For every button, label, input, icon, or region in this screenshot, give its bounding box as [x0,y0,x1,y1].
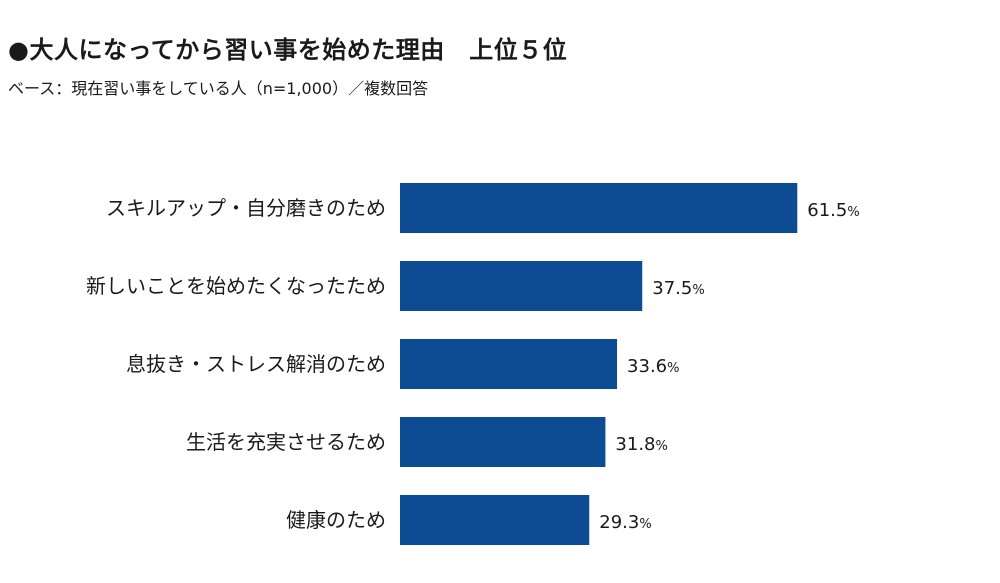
bar-group: 健康のため 29.3% [286,495,652,545]
category-label: スキルアップ・自分磨きのため [106,196,386,220]
value-unit: % [639,517,651,532]
bar [400,495,590,545]
value-number: 61.5 [807,200,847,221]
category-label: 生活を充実させるため [186,430,386,454]
bar [400,183,798,233]
value-label: 31.8% [615,434,667,455]
value-number: 31.8 [615,434,655,455]
bar [400,339,618,389]
bar-group: 新しいことを始めたくなったため 37.5% [86,261,705,311]
value-number: 33.6 [627,356,667,377]
chart-subtitle: ベース：現在習い事をしている人（n=1,000）／複数回答 [8,79,429,98]
chart-title: ●大人になってから習い事を始めた理由 上位５位 [8,36,568,64]
bar [400,417,606,467]
category-label: 新しいことを始めたくなったため [86,274,386,298]
value-number: 29.3 [599,512,639,533]
bar [400,261,643,311]
value-label: 37.5% [652,278,704,299]
value-unit: % [847,205,859,220]
value-unit: % [667,361,679,376]
category-label: 息抜き・ストレス解消のため [126,352,386,376]
value-number: 37.5 [652,278,692,299]
value-label: 29.3% [599,512,651,533]
value-unit: % [656,439,668,454]
bar-group: 生活を充実させるため 31.8% [186,417,668,467]
value-label: 33.6% [627,356,679,377]
value-label: 61.5% [807,200,859,221]
value-unit: % [692,283,704,298]
bar-group: スキルアップ・自分磨きのため 61.5% [106,183,860,233]
category-label: 健康のため [286,508,386,532]
bar-group: 息抜き・ストレス解消のため 33.6% [126,339,679,389]
